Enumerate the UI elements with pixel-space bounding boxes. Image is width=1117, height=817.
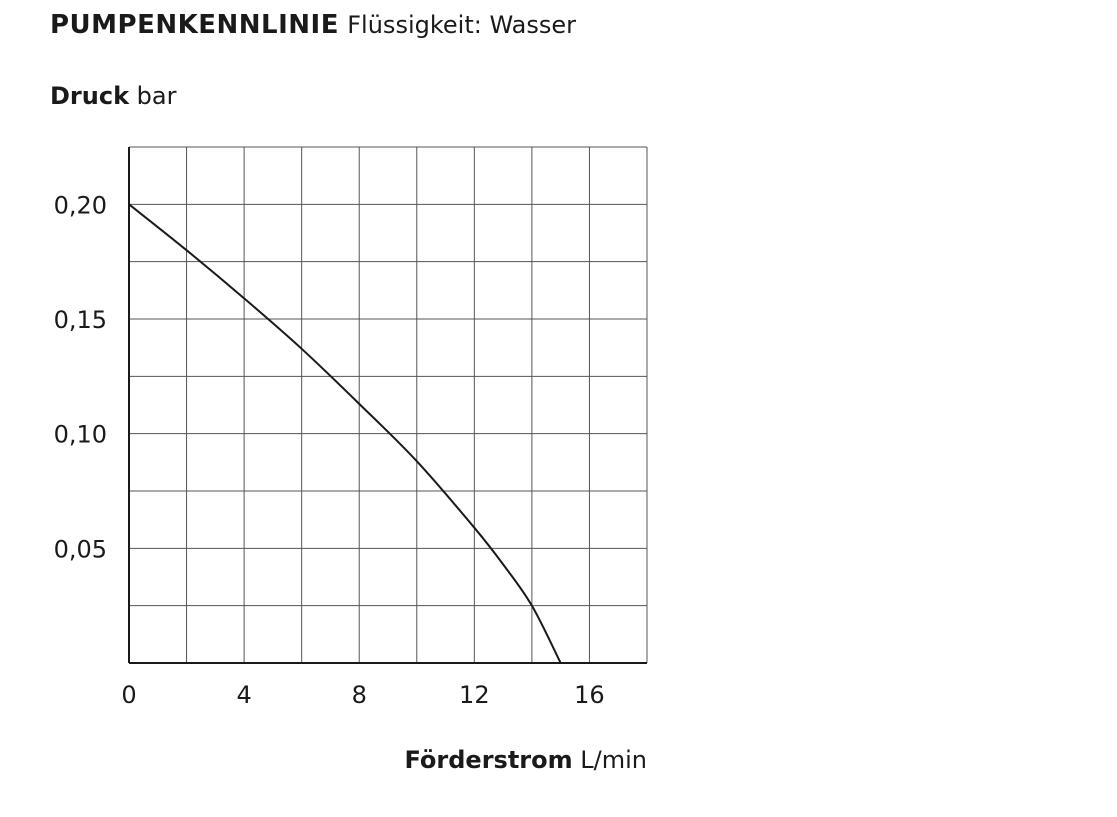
chart-subtitle: Flüssigkeit: Wasser [347,11,576,39]
x-tick-label: 8 [352,681,367,709]
y-tick-label: 0,10 [54,421,107,449]
axes [128,147,647,664]
y-axis-unit: bar [136,82,177,110]
tick-labels: 0 4 8 12 16 0,05 0,10 0,15 0,20 [54,191,605,709]
y-tick-label: 0,15 [54,306,107,334]
pump-curve-line [128,203,562,664]
chart-title: PUMPENKENNLINIE Flüssigkeit: Wasser [50,8,576,42]
series [128,203,562,664]
x-axis-unit: L/min [580,746,647,774]
grid [129,146,648,663]
y-axis-title: Druck [50,82,130,110]
y-axis-label: Druck bar [50,80,176,112]
y-tick-label: 0,20 [54,191,107,219]
chart-title-main: PUMPENKENNLINIE [50,10,339,40]
x-axis-title: Förderstrom [404,746,573,774]
y-tick-label: 0,05 [54,535,107,563]
x-tick-label: 4 [236,681,251,709]
x-tick-label: 16 [574,681,605,709]
x-axis-label: Förderstrom L/min [0,744,648,776]
x-tick-label: 0 [121,681,136,709]
x-tick-label: 12 [459,681,490,709]
